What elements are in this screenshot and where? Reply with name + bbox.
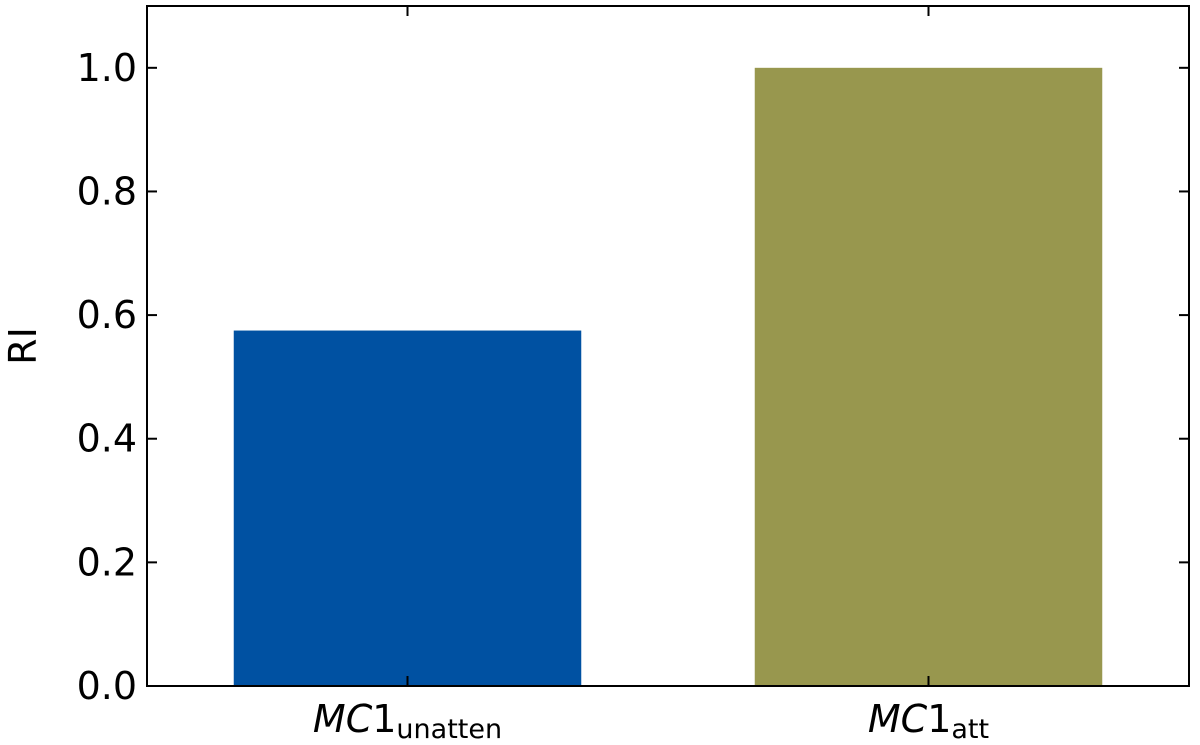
y-tick-label: 0.2 [77, 540, 137, 584]
y-tick-label: 0.8 [77, 169, 137, 213]
bar-0 [233, 330, 582, 686]
x-tick-label: MC1unatten [313, 697, 502, 745]
x-tick-label: MC1att [868, 697, 989, 745]
y-tick-label: 0.6 [77, 293, 137, 337]
y-tick-label: 0.4 [77, 417, 137, 461]
y-tick-label: 0.0 [77, 664, 137, 708]
bar-1 [754, 67, 1103, 687]
x-axis-ticks: MC1unatten MC1att [313, 6, 989, 745]
y-axis-label: RI [1, 327, 45, 365]
bars-group [233, 67, 1103, 687]
y-axis-ticks: 0.0 0.2 0.4 0.6 0.8 1.0 [77, 46, 1189, 708]
y-tick-label: 1.0 [77, 46, 137, 90]
plot-frame [146, 5, 1190, 687]
